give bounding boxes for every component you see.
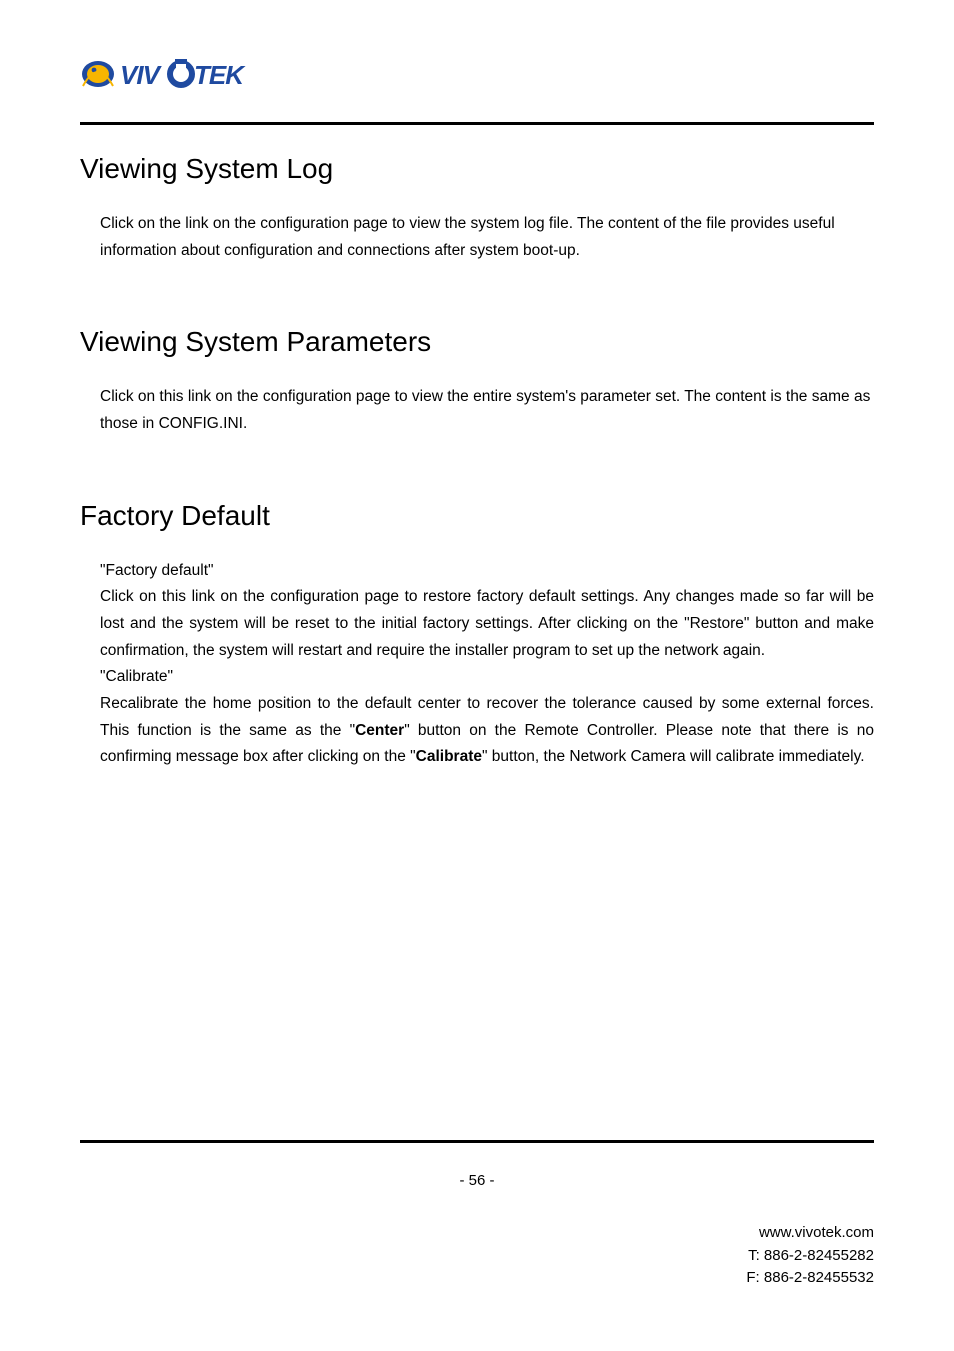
heading-system-params: Viewing System Parameters [80, 326, 874, 358]
label-calibrate: "Calibrate" [100, 664, 874, 691]
svg-text:VIV: VIV [120, 60, 163, 90]
heading-system-log: Viewing System Log [80, 153, 874, 185]
top-rule [80, 122, 874, 125]
body-system-params: Click on this link on the configuration … [100, 384, 874, 437]
footer-fax: F: 886-2-82455532 [746, 1267, 874, 1290]
footer-contact: www.vivotek.com T: 886-2-82455282 F: 886… [746, 1222, 874, 1290]
svg-text:TEK: TEK [194, 60, 246, 90]
footer-url: www.vivotek.com [746, 1222, 874, 1245]
body-factory-default: Click on this link on the configuration … [100, 584, 874, 664]
bottom-rule [80, 1140, 874, 1143]
heading-factory-default: Factory Default [80, 500, 874, 532]
body-system-log: Click on the link on the configuration p… [100, 211, 874, 264]
label-factory-default: "Factory default" [100, 558, 874, 585]
body-calibrate: Recalibrate the home position to the def… [100, 691, 874, 771]
vivotek-logo: VIV TEK [80, 50, 874, 94]
footer-tel: T: 886-2-82455282 [746, 1245, 874, 1268]
page-number: - 56 - [0, 1172, 954, 1189]
